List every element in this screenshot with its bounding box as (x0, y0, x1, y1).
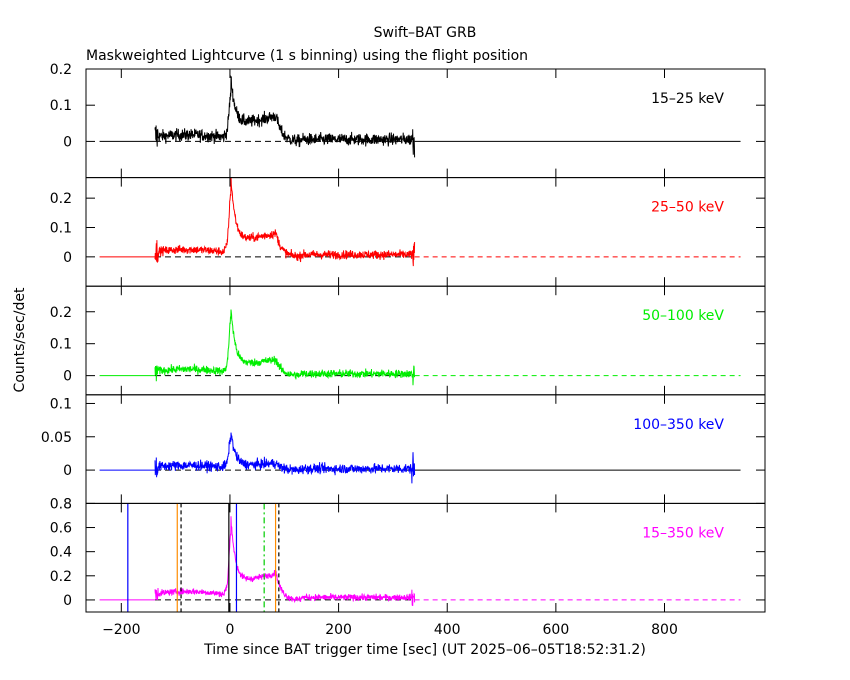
panel-0: 0 0.1 0.2 15–25 keV (50, 62, 766, 179)
x-tick-label: −200 (102, 622, 140, 638)
panel-frame (85, 285, 766, 396)
lightcurve-series (154, 432, 416, 484)
lightcurve-series (154, 309, 416, 386)
lightcurve-series (154, 177, 416, 267)
x-tick-label: 400 (434, 622, 461, 638)
y-tick-label: 0.6 (50, 521, 72, 537)
y-tick-label: 0 (63, 369, 72, 385)
band-label: 15–350 keV (642, 525, 724, 541)
band-label: 15–25 keV (651, 91, 724, 107)
x-tick-label: 800 (651, 622, 678, 638)
y-tick-label: 0.1 (50, 337, 72, 353)
y-tick-label: 0.1 (50, 98, 72, 114)
lightcurve-series (154, 516, 416, 607)
y-tick-label: 0.2 (50, 569, 72, 585)
y-tick-label: 0.2 (50, 191, 72, 207)
x-tick-label: 600 (543, 622, 570, 638)
band-label: 25–50 keV (651, 200, 724, 216)
x-tick-label: 0 (225, 622, 234, 638)
y-axis-label: Counts/sec/det (12, 287, 28, 392)
y-tick-label: 0.4 (50, 545, 72, 561)
y-tick-label: 0.8 (50, 496, 72, 512)
panel-2: 0 0.1 0.2 50–100 keV (50, 285, 766, 396)
panel-3: 0 0.05 0.1 100–350 keV (41, 394, 766, 504)
x-axis-label: Time since BAT trigger time [sec] (UT 20… (203, 642, 646, 658)
band-label: 100–350 keV (633, 417, 724, 433)
chart-title: Swift–BAT GRB (374, 25, 477, 41)
panel-frame (85, 177, 766, 287)
y-tick-label: 0.05 (41, 430, 72, 446)
y-tick-label: 0 (63, 593, 72, 609)
y-tick-label: 0 (63, 134, 72, 150)
panel-frame (85, 394, 766, 504)
panel-frame (85, 68, 766, 179)
x-tick-label: 200 (325, 622, 352, 638)
lightcurve-series (154, 75, 416, 158)
y-tick-label: 0.1 (50, 220, 72, 236)
y-tick-label: 0.2 (50, 62, 72, 78)
band-label: 50–100 keV (642, 308, 724, 324)
y-tick-label: 0 (63, 250, 72, 266)
panel-1: 0 0.1 0.2 25–50 keV (50, 177, 766, 287)
y-tick-label: 0.1 (50, 396, 72, 412)
y-tick-label: 0.2 (50, 305, 72, 321)
chart-subtitle: Maskweighted Lightcurve (1 s binning) us… (86, 48, 528, 64)
y-tick-label: 0 (63, 463, 72, 479)
panel-frame (85, 502, 766, 613)
panel-4: 0 0.2 0.4 0.6 0.8 15–350 keV (50, 496, 766, 613)
